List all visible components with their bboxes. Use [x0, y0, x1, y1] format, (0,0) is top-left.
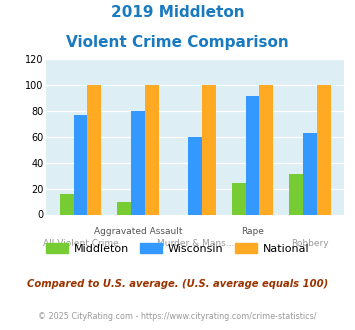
Bar: [60, 194, 74, 214]
Bar: [260, 85, 273, 214]
Text: Aggravated Assault: Aggravated Assault: [94, 227, 182, 236]
Bar: [145, 85, 159, 214]
Bar: [317, 85, 331, 214]
Bar: [87, 85, 101, 214]
Bar: [189, 137, 202, 214]
Bar: [303, 133, 317, 214]
Text: All Violent Crime: All Violent Crime: [43, 240, 119, 248]
Text: Rape: Rape: [241, 227, 264, 236]
Text: Murder & Mans...: Murder & Mans...: [157, 240, 234, 248]
Bar: [246, 96, 260, 214]
Bar: [117, 202, 131, 214]
Text: © 2025 CityRating.com - https://www.cityrating.com/crime-statistics/: © 2025 CityRating.com - https://www.city…: [38, 312, 317, 321]
Bar: [202, 85, 216, 214]
Text: Robbery: Robbery: [291, 240, 329, 248]
Text: 2019 Middleton: 2019 Middleton: [111, 5, 244, 20]
Bar: [289, 175, 303, 215]
Bar: [131, 111, 145, 214]
Text: Compared to U.S. average. (U.S. average equals 100): Compared to U.S. average. (U.S. average …: [27, 279, 328, 289]
Legend: Middleton, Wisconsin, National: Middleton, Wisconsin, National: [42, 238, 313, 258]
Bar: [232, 183, 246, 214]
Bar: [74, 115, 87, 214]
Text: Violent Crime Comparison: Violent Crime Comparison: [66, 35, 289, 50]
